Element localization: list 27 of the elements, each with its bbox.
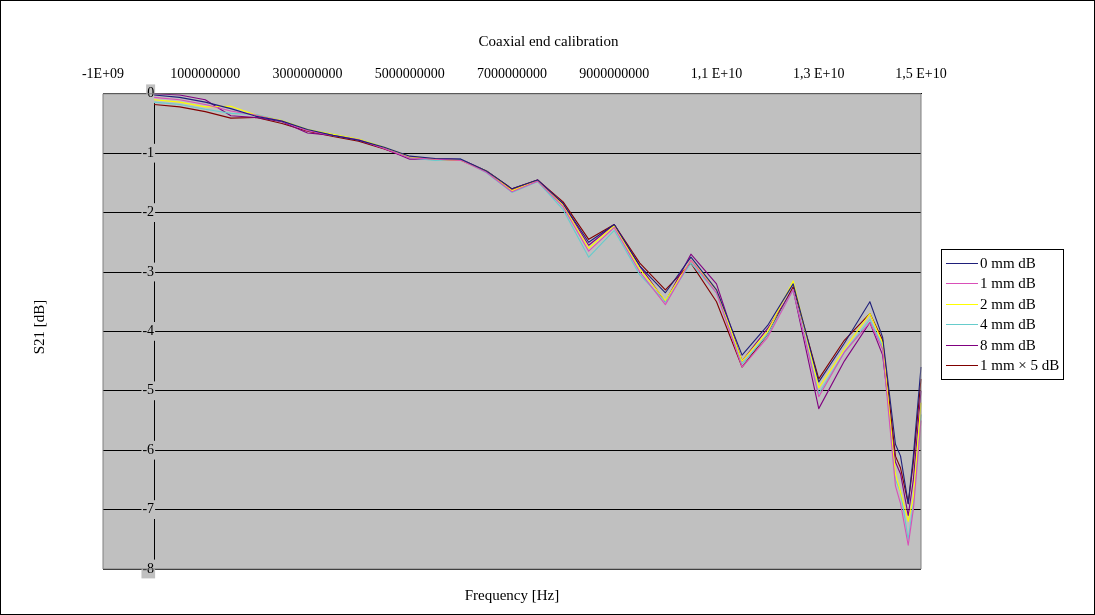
x-tick-label: 1,5 E+10: [895, 66, 947, 82]
x-tick-label: 1000000000: [170, 66, 241, 82]
legend-label: 1 mm × 5 dB: [980, 357, 1060, 375]
x-tick-label: -1E+09: [81, 66, 125, 82]
x-tick-label: 9000000000: [579, 66, 650, 82]
x-axis-title: Frequency [Hz]: [463, 587, 561, 604]
y-tick-label: -3: [142, 263, 155, 279]
legend-label: 4 mm dB: [980, 316, 1036, 334]
x-tick-label: 5000000000: [374, 66, 445, 82]
x-tick-label: 3000000000: [272, 66, 343, 82]
legend-label: 0 mm dB: [980, 254, 1036, 272]
chart-title: Coaxial end calibration: [477, 33, 620, 50]
y-tick-label: 0: [147, 85, 155, 101]
y-tick-label: -6: [142, 441, 155, 457]
x-tick-label: 1,3 E+10: [793, 66, 845, 82]
y-axis-title: S21 [dB]: [30, 299, 48, 355]
legend-label: 8 mm dB: [980, 336, 1036, 354]
y-tick-label: -5: [142, 382, 155, 398]
y-tick-label: -4: [142, 323, 155, 339]
y-tick-label: -7: [142, 501, 155, 517]
legend-label: 1 mm dB: [980, 275, 1036, 293]
legend-label: 2 mm dB: [980, 295, 1036, 313]
y-tick-label: -8: [142, 560, 155, 576]
y-tick-label: -1: [142, 144, 155, 160]
x-tick-label: 7000000000: [477, 66, 547, 82]
x-tick-label: 1,1 E+10: [690, 66, 743, 82]
y-tick-label: -2: [142, 204, 155, 220]
